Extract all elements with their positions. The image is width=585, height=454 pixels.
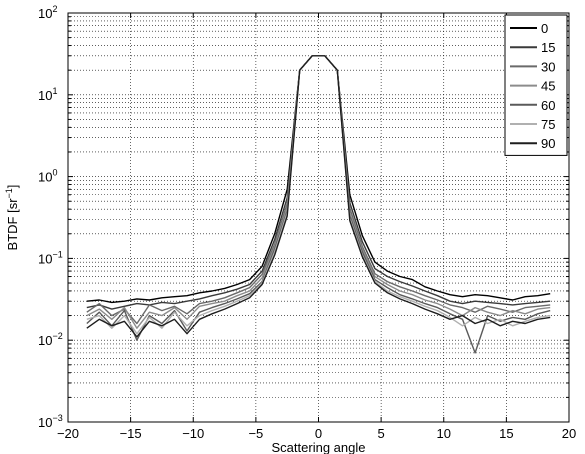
y-tick-label: 10−2 <box>38 331 63 348</box>
x-axis-label: Scattering angle <box>272 440 366 454</box>
legend-label-60: 60 <box>541 98 555 113</box>
x-tick-label: 5 <box>378 426 385 441</box>
y-axis-label-main: BTDF [sr <box>5 198 20 251</box>
y-tick-label-exponent: −1 <box>52 249 62 259</box>
y-tick-label-base: 10 <box>38 251 52 266</box>
legend: 0 15 30 45 60 75 90 <box>504 14 568 156</box>
y-tick-label-base: 10 <box>38 6 52 21</box>
y-tick-label: 101 <box>38 86 57 103</box>
x-tick-label: 0 <box>315 426 322 441</box>
x-tick-label: 10 <box>437 426 451 441</box>
y-tick-label-exponent: −3 <box>52 413 62 423</box>
x-tick-label: 15 <box>499 426 513 441</box>
x-tick-label: −10 <box>182 426 204 441</box>
y-tick-label: 10−3 <box>38 413 63 430</box>
legend-label-15: 15 <box>541 40 555 55</box>
legend-label-90: 90 <box>541 136 555 151</box>
y-tick-label: 100 <box>38 168 57 185</box>
y-tick-label: 10−1 <box>38 249 63 266</box>
legend-label-30: 30 <box>541 59 555 74</box>
y-tick-label: 102 <box>38 4 57 21</box>
legend-label-45: 45 <box>541 79 555 94</box>
y-tick-label-exponent: 1 <box>52 86 57 96</box>
y-axis-label-exponent: −1 <box>4 188 14 198</box>
x-tick-label: −5 <box>248 426 263 441</box>
y-axis-label-close: ] <box>5 185 20 189</box>
series-layer <box>86 55 551 354</box>
y-tick-label-exponent: 2 <box>52 4 57 14</box>
y-tick-label-base: 10 <box>38 170 52 185</box>
legend-label-75: 75 <box>541 117 555 132</box>
y-axis-label: BTDF [sr−1] <box>4 185 20 251</box>
y-tick-label-base: 10 <box>38 415 52 430</box>
x-tick-label: 20 <box>562 426 576 441</box>
y-tick-label-exponent: −2 <box>52 331 62 341</box>
series-line-90 <box>86 55 551 338</box>
x-tick-labels: −20 −15 −10 −5 0 5 10 15 20 <box>57 426 576 441</box>
legend-label-0: 0 <box>541 21 548 36</box>
grid <box>68 13 569 422</box>
x-tick-label: −15 <box>120 426 142 441</box>
y-tick-label-base: 10 <box>38 333 52 348</box>
x-tick-label: −20 <box>57 426 79 441</box>
y-tick-label-exponent: 0 <box>52 168 57 178</box>
y-tick-label-base: 10 <box>38 88 52 103</box>
